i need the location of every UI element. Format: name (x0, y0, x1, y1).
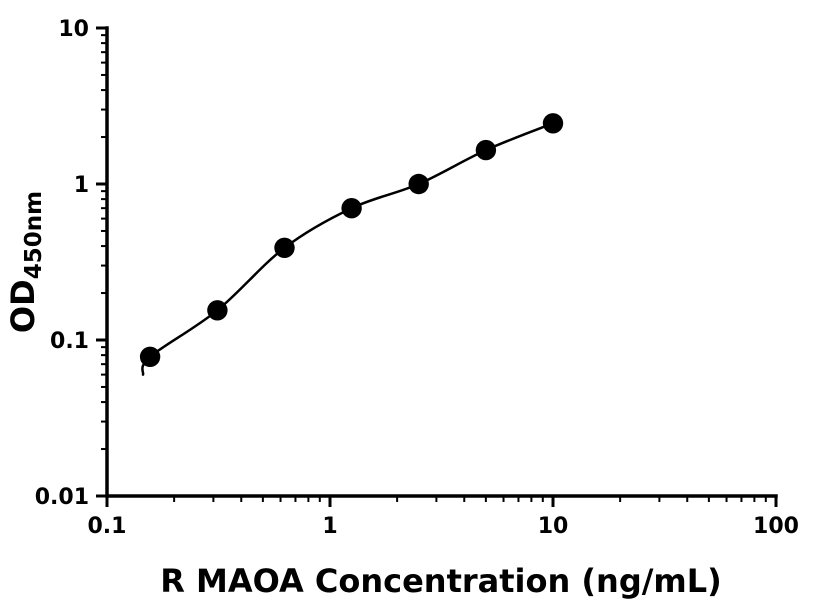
data-point (341, 198, 362, 219)
y-axis-title-subscript: 450nm (21, 191, 47, 279)
tick-labels: 0.1 1 10 100 0.01 0.1 1 10 (35, 17, 799, 539)
x-tick-label: 100 (753, 514, 799, 539)
x-tick-label: 1 (322, 514, 337, 539)
data-point (408, 173, 429, 195)
y-tick-label: 0.1 (50, 329, 89, 354)
x-tick-label: 0.1 (88, 514, 127, 539)
axes (105, 26, 778, 498)
x-axis-title: R MAOA Concentration (ng/mL) (160, 562, 722, 600)
data-point (475, 139, 497, 161)
data-point (274, 237, 295, 258)
data-series (139, 113, 564, 376)
y-tick-label: 10 (58, 17, 89, 42)
axis-lines (105, 26, 778, 498)
y-axis-title-main: OD (4, 279, 42, 333)
data-point (207, 300, 228, 321)
y-tick-label: 1 (74, 173, 89, 198)
data-point (542, 113, 564, 134)
y-axis-title: OD450nm (4, 191, 47, 333)
data-point (139, 346, 161, 367)
x-tick-label: 10 (538, 514, 569, 539)
axis-ticks (96, 26, 778, 507)
fitted-curve (141, 122, 555, 376)
y-tick-label: 0.01 (35, 485, 89, 510)
